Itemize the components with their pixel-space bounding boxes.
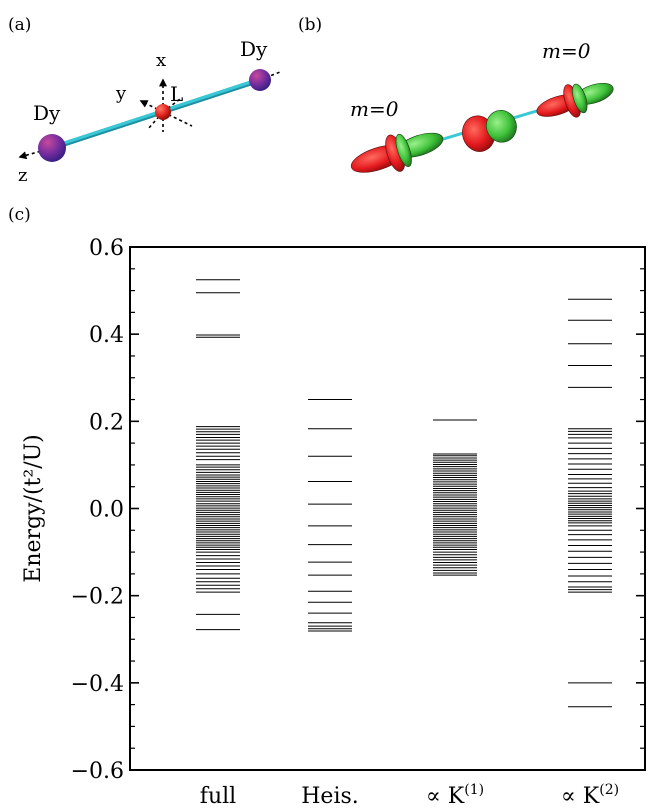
category-superscript: (1) [464, 782, 484, 798]
y-axis-label: Energy/(t²/U) [21, 434, 46, 582]
ytick-label: 0.4 [89, 323, 124, 348]
panel-a-label: (a) [8, 15, 31, 35]
y-axis-label: y [115, 83, 127, 104]
orbital-dy-right [536, 82, 614, 118]
m-label-right: m=0 [542, 39, 591, 63]
orbital-ligand [462, 110, 517, 152]
energy-spectrum-chart: −0.6 −0.4 −0.2 0.0 0.2 0.4 0.6 Energy/(t²/U) ful… [21, 236, 646, 808]
panel-c-label: (c) [8, 205, 31, 225]
y-axis-dash [162, 111, 193, 127]
panel-b: (b) m=0 m=0 [298, 15, 614, 173]
ligand-label: L [170, 82, 183, 106]
ytick-label: −0.4 [71, 672, 124, 697]
ytick-label: 0.2 [89, 410, 124, 435]
panel-a: (a) Dy Dy L x y z [8, 15, 281, 186]
dy-right-label: Dy [240, 37, 268, 61]
category-label: ∝ K(2) [561, 782, 619, 808]
ligand-atom [155, 104, 171, 120]
m-label-left: m=0 [350, 97, 399, 121]
orbital-dy-left [350, 132, 444, 173]
ytick-label: −0.2 [71, 585, 124, 610]
y-axis-arrow [139, 100, 164, 113]
diag-axis-dash-1 [147, 111, 164, 130]
panel-b-label: (b) [298, 15, 322, 35]
z-axis-label: z [18, 165, 27, 186]
category-label: ∝ K(1) [426, 782, 484, 808]
ytick-label: −0.6 [71, 759, 124, 784]
dy-atom-left [38, 134, 66, 162]
dy-atom-right [249, 69, 271, 91]
panel-c: (c) −0.6 −0.4 −0.2 0.0 0.2 0.4 0.6 Energy/(t²/U… [8, 205, 646, 808]
ytick-label: 0.0 [89, 498, 124, 523]
category-label: Heis. [301, 784, 359, 808]
category-superscript: (2) [599, 782, 619, 798]
dy-left-label: Dy [33, 101, 61, 125]
category-label: full [200, 784, 236, 808]
x-axis-label: x [156, 50, 166, 71]
ytick-label: 0.6 [89, 236, 124, 261]
